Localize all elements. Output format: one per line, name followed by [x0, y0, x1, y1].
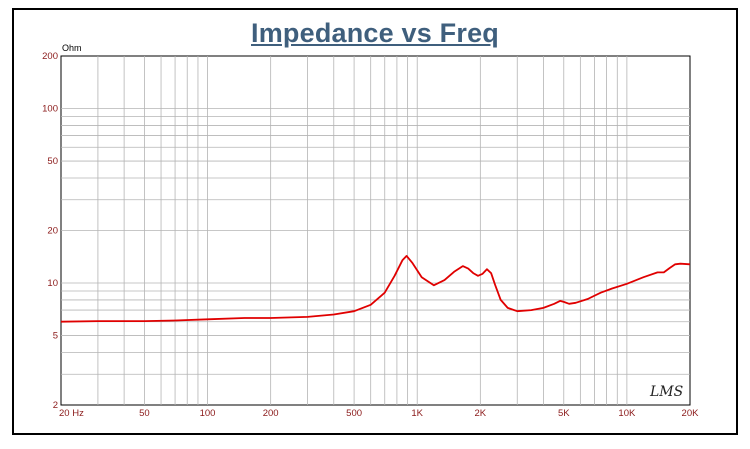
y-tick-label: 50 — [47, 156, 58, 167]
x-tick-label: 1K — [411, 408, 423, 419]
lms-watermark: LMS — [649, 384, 683, 400]
y-tick-label: 100 — [42, 104, 58, 115]
x-tick-label: 200 — [263, 408, 279, 419]
x-tick-label: 100 — [200, 408, 216, 419]
x-tick-label: 500 — [346, 408, 362, 419]
grid-lines — [61, 56, 690, 405]
x-tick-label: 2K — [475, 408, 487, 419]
x-tick-label: 20K — [682, 408, 700, 419]
tick-labels: 20 Hz 50 100 200 500 1K 2K 5K 10K 20K 200 100 50 20 10… — [42, 51, 699, 419]
y-tick-label: 200 — [42, 51, 58, 62]
y-tick-label: 2 — [53, 400, 58, 411]
x-tick-label: 5K — [558, 408, 570, 419]
chart-title: Impedance vs Freq — [251, 18, 499, 48]
y-tick-label: 5 — [53, 331, 58, 342]
y-axis-unit-label: Ohm — [62, 43, 82, 53]
y-tick-label: 20 — [47, 226, 58, 237]
y-tick-label: 10 — [47, 278, 58, 289]
x-tick-label: 10K — [618, 408, 636, 419]
impedance-curve — [60, 255, 691, 323]
x-tick-label: 50 — [139, 408, 150, 419]
x-tick-label: 20 Hz — [59, 408, 84, 419]
series-group — [60, 255, 691, 323]
